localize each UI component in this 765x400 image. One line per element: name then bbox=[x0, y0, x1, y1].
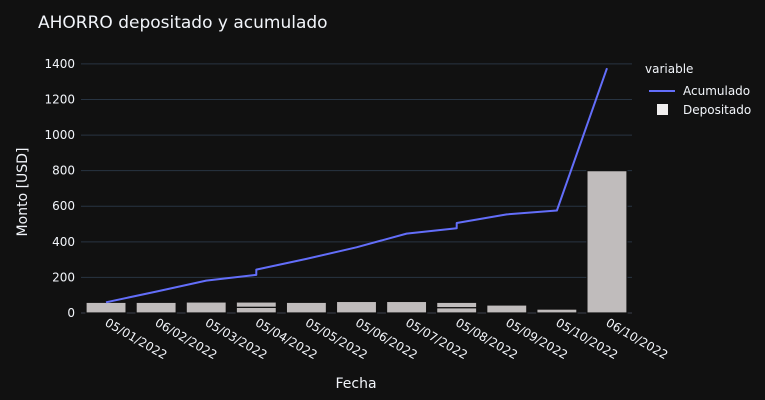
legend-title: variable bbox=[645, 62, 694, 76]
bar bbox=[486, 304, 528, 314]
x-axis-label: Fecha bbox=[335, 376, 376, 392]
y-tick-label: 1200 bbox=[44, 92, 75, 106]
legend[interactable]: variable Acumulado Depositado bbox=[645, 62, 751, 119]
line-series-acumulado bbox=[105, 67, 608, 304]
box-swatch-icon bbox=[645, 103, 679, 117]
bar bbox=[285, 301, 328, 314]
bar bbox=[235, 306, 277, 314]
y-tick-labels: 0 200 400 600 800 1000 1200 1400 bbox=[44, 57, 75, 320]
bar bbox=[235, 301, 277, 308]
legend-label-depositado: Depositado bbox=[683, 102, 752, 117]
bar bbox=[185, 301, 227, 314]
y-tick-label: 1000 bbox=[44, 128, 75, 142]
y-axis-label: Monto [USD] bbox=[15, 148, 31, 237]
chart-title: AHORRO depositado y acumulado bbox=[38, 13, 328, 33]
legend-label-acumulado: Acumulado bbox=[683, 83, 751, 98]
bar bbox=[536, 308, 578, 314]
bar bbox=[436, 301, 478, 309]
y-tick-label: 1400 bbox=[44, 57, 75, 71]
legend-item-acumulado[interactable]: Acumulado bbox=[645, 81, 751, 100]
gridlines bbox=[81, 63, 632, 314]
bar bbox=[335, 300, 378, 314]
bar bbox=[385, 300, 428, 314]
bar bbox=[436, 307, 478, 314]
bar bbox=[85, 301, 127, 314]
y-tick-label: 800 bbox=[52, 164, 75, 178]
y-tick-label: 200 bbox=[52, 270, 75, 284]
line-acumulado bbox=[105, 67, 608, 304]
y-tick-label: 400 bbox=[52, 235, 75, 249]
x-tick-labels: 05/01/202206/02/202205/03/202205/04/2022… bbox=[103, 315, 671, 362]
bar bbox=[586, 170, 628, 314]
legend-item-depositado[interactable]: Depositado bbox=[645, 100, 751, 119]
bar bbox=[135, 301, 177, 314]
y-tick-label: 0 bbox=[67, 306, 75, 320]
y-tick-label: 600 bbox=[52, 199, 75, 213]
line-swatch-icon bbox=[645, 84, 679, 98]
bar-series-depositado bbox=[85, 170, 628, 314]
